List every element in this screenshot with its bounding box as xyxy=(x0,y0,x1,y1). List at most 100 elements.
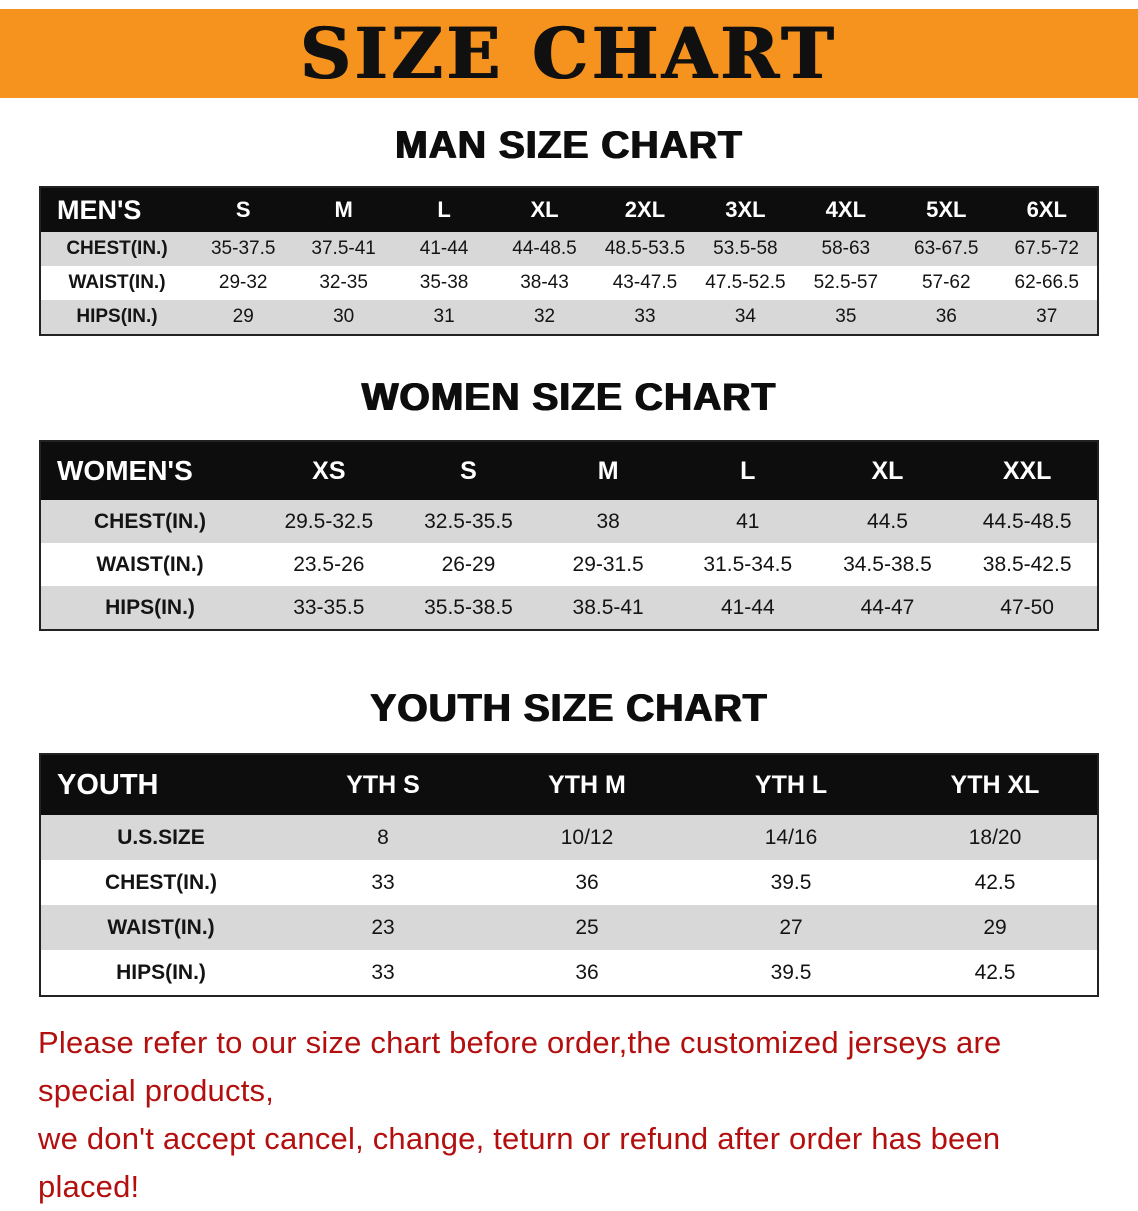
disclaimer-line-1: Please refer to our size chart before or… xyxy=(38,1025,1002,1109)
value-cell: 38.5-42.5 xyxy=(982,552,1072,576)
value-cell: 31 xyxy=(433,306,455,327)
men-size-table: MEN'S S M L XL 2XL 3XL 4XL 5XL 6XL CHEST(IN.) 35-37… xyxy=(39,186,1099,336)
size-header-cell: S xyxy=(193,188,294,232)
row-label-cell: CHEST(IN.) xyxy=(94,509,206,533)
table-title-cell: MEN'S xyxy=(41,188,193,232)
value-cell: 14/16 xyxy=(764,825,818,849)
value-cell: 39.5 xyxy=(770,870,812,894)
value-cell: 27 xyxy=(779,915,803,939)
size-header-cell: YTH S xyxy=(281,755,485,815)
value-cell: 25 xyxy=(575,915,599,939)
size-header-cell: XS xyxy=(259,442,399,500)
size-table: WOMEN'S XS S M L XL XXL CHEST(IN.) 29.5-32.5 32.5… xyxy=(41,442,1097,629)
value-cell: 33-35.5 xyxy=(293,595,365,619)
size-header-cell: M xyxy=(293,188,394,232)
value-cell: 43-47.5 xyxy=(612,272,678,293)
value-cell: 18/20 xyxy=(968,825,1022,849)
value-cell: 41-44 xyxy=(419,238,469,259)
row-label-cell: WAIST(IN.) xyxy=(68,272,166,293)
disclaimer-line-2: we don't accept cancel, change, teturn o… xyxy=(38,1121,1001,1205)
table-row: WAIST(IN.) 23 25 27 29 xyxy=(41,905,1097,950)
value-cell: 10/12 xyxy=(560,825,614,849)
table-title-cell: YOUTH xyxy=(41,755,281,815)
value-cell: 63-67.5 xyxy=(914,238,979,259)
value-cell: 53.5-58 xyxy=(713,238,778,259)
value-cell: 57-62 xyxy=(921,272,971,293)
table-row: CHEST(IN.) 29.5-32.5 32.5-35.5 38 41 44.5 44.5… xyxy=(41,500,1097,543)
value-cell: 35 xyxy=(835,306,857,327)
row-label-cell: HIPS(IN.) xyxy=(76,306,158,327)
value-cell: 52.5-57 xyxy=(813,272,879,293)
table-header-row: YOUTH YTH S YTH M YTH L YTH XL xyxy=(41,755,1097,815)
value-cell: 33 xyxy=(371,870,395,894)
value-cell: 47-50 xyxy=(1000,595,1054,619)
value-cell: 33 xyxy=(371,960,395,984)
size-table: YOUTH YTH S YTH M YTH L YTH XL U.S.SIZE 8 10/12… xyxy=(41,755,1097,995)
value-cell: 30 xyxy=(333,306,355,327)
value-cell: 39.5 xyxy=(770,960,812,984)
size-header-cell: XL xyxy=(817,442,958,500)
value-cell: 34.5-38.5 xyxy=(843,552,932,576)
value-cell: 38.5-41 xyxy=(572,595,644,619)
value-cell: 37 xyxy=(1036,306,1058,327)
row-label-cell: U.S.SIZE xyxy=(117,825,205,849)
value-cell: 23.5-26 xyxy=(293,552,365,576)
row-label-cell: CHEST(IN.) xyxy=(105,870,217,894)
value-cell: 44.5-48.5 xyxy=(982,509,1072,533)
value-cell: 48.5-53.5 xyxy=(604,238,686,259)
value-cell: 62-66.5 xyxy=(1014,272,1079,293)
size-header-cell: 2XL xyxy=(594,188,696,232)
size-header-cell: 3XL xyxy=(695,188,796,232)
table-row: U.S.SIZE 8 10/12 14/16 18/20 xyxy=(41,815,1097,860)
value-cell: 29 xyxy=(983,915,1007,939)
value-cell: 38 xyxy=(596,509,620,533)
women-size-chart-heading: WOMEN SIZE CHART xyxy=(361,376,777,419)
value-cell: 32.5-35.5 xyxy=(424,509,513,533)
row-label-cell: CHEST(IN.) xyxy=(66,238,168,259)
youth-size-chart-heading: YOUTH SIZE CHART xyxy=(370,687,768,730)
value-cell: 38-43 xyxy=(520,272,569,293)
size-chart-page: SIZE CHART MAN SIZE CHART MEN'S S M L XL 2XL 3… xyxy=(0,9,1138,1211)
value-cell: 41-44 xyxy=(720,595,775,619)
value-cell: 8 xyxy=(377,825,389,849)
youth-size-table: YOUTH YTH S YTH M YTH L YTH XL U.S.SIZE 8 10/12… xyxy=(39,753,1099,997)
size-header-cell: L xyxy=(677,442,818,500)
value-cell: 29-31.5 xyxy=(572,552,644,576)
size-header-cell: YTH L xyxy=(689,755,893,815)
value-cell: 35-37.5 xyxy=(210,238,276,259)
value-cell: 41 xyxy=(736,509,760,533)
value-cell: 32 xyxy=(533,306,556,327)
value-cell: 32-35 xyxy=(319,272,368,293)
value-cell: 36 xyxy=(575,960,599,984)
table-row: HIPS(IN.) 33-35.5 35.5-38.5 38.5-41 41-44 44-… xyxy=(41,586,1097,629)
table-header-row: WOMEN'S XS S M L XL XXL xyxy=(41,442,1097,500)
size-header-cell: M xyxy=(538,442,678,500)
size-chart-banner: SIZE CHART xyxy=(0,9,1138,98)
man-size-chart-heading: MAN SIZE CHART xyxy=(395,124,743,167)
value-cell: 42.5 xyxy=(974,960,1016,984)
size-header-cell: 4XL xyxy=(795,188,897,232)
value-cell: 26-29 xyxy=(441,552,496,576)
table-row: WAIST(IN.) 23.5-26 26-29 29-31.5 31.5-34.5 34… xyxy=(41,543,1097,586)
table-header-row: MEN'S S M L XL 2XL 3XL 4XL 5XL 6XL xyxy=(41,188,1097,232)
size-header-cell: XXL xyxy=(957,442,1097,500)
size-header-cell: YTH XL xyxy=(893,755,1097,815)
value-cell: 67.5-72 xyxy=(1014,238,1079,259)
table-row: CHEST(IN.) 35-37.5 37.5-41 41-44 44-48.5 48.5… xyxy=(41,232,1097,266)
table-row: HIPS(IN.) 33 36 39.5 42.5 xyxy=(41,950,1097,995)
value-cell: 29.5-32.5 xyxy=(284,509,374,533)
table-title-cell: WOMEN'S xyxy=(41,442,259,500)
size-header-cell: L xyxy=(393,188,495,232)
row-label-cell: HIPS(IN.) xyxy=(105,595,195,619)
row-label-cell: WAIST(IN.) xyxy=(107,915,215,939)
table-row: WAIST(IN.) 29-32 32-35 35-38 38-43 43-47.5 47.… xyxy=(41,266,1097,300)
row-label-cell: HIPS(IN.) xyxy=(116,960,206,984)
size-header-cell: YTH M xyxy=(485,755,689,815)
banner-title: SIZE CHART xyxy=(300,11,838,95)
value-cell: 29-32 xyxy=(218,272,268,293)
value-cell: 44-48.5 xyxy=(512,238,577,259)
size-header-cell: S xyxy=(398,442,539,500)
size-header-cell: 5XL xyxy=(896,188,997,232)
value-cell: 23 xyxy=(371,915,395,939)
value-cell: 33 xyxy=(634,306,656,327)
